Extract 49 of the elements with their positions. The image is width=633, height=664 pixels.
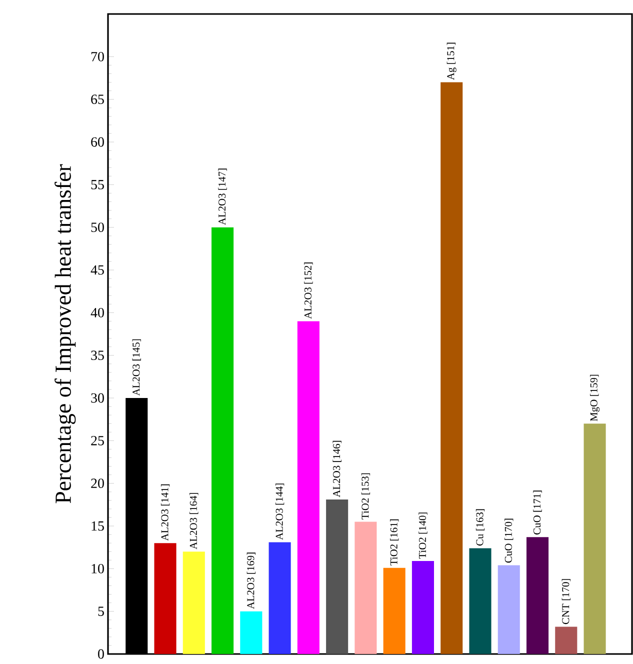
- y-axis-title: Percentage of Improved heat transfer: [54, 164, 76, 504]
- x-tick-label: MgO [159]: [590, 374, 600, 422]
- x-tick-label: AL2O3 [147]: [218, 168, 227, 226]
- x-tick-label: CuO [170]: [504, 518, 514, 563]
- y-tick-label: 40: [90, 308, 104, 318]
- y-tick-label: 15: [92, 521, 104, 531]
- x-tick-label: AL2O3 [152]: [304, 262, 313, 319]
- bar: [498, 565, 520, 654]
- bar: [412, 560, 434, 654]
- y-tick-label: 35: [91, 350, 104, 360]
- bar: [354, 522, 377, 654]
- y-tick-label: 0: [98, 649, 104, 659]
- bar: [526, 537, 549, 654]
- x-tick-label: Cu [163]: [476, 509, 485, 546]
- bar: [326, 500, 348, 654]
- bar: [584, 424, 606, 654]
- bar: [383, 568, 406, 654]
- y-tick-label: 60: [91, 137, 104, 147]
- y-tick-label: 25: [91, 436, 104, 446]
- x-tick-label: AL2O3 [144]: [275, 484, 284, 540]
- bar: [240, 611, 262, 654]
- x-tick-label: AL2O3 [141]: [160, 484, 170, 541]
- y-tick-label: 65: [91, 94, 104, 104]
- x-tick-label: AL2O3 [145]: [132, 339, 141, 396]
- y-tick-label: 55: [91, 180, 104, 190]
- x-tick-label: CNT [170]: [562, 579, 570, 624]
- y-tick-label: 20: [91, 478, 104, 488]
- y-tick-label: 5: [98, 606, 104, 616]
- x-tick-label: AL2O3 [169]: [246, 552, 256, 610]
- x-tick-label: AL2O3 [146]: [332, 440, 342, 498]
- x-tick-label: AL2O3 [164]: [190, 492, 198, 550]
- y-tick-label: 50: [91, 222, 104, 232]
- x-tick-label: CuO [171]: [533, 490, 542, 534]
- bar: [154, 543, 176, 654]
- bar: [182, 552, 205, 654]
- x-tick-label: TiO2 [140]: [418, 512, 428, 559]
- bar: [297, 321, 320, 654]
- y-tick-label: 10: [92, 564, 104, 574]
- bar: [555, 626, 578, 654]
- y-tick-label: 30: [91, 393, 104, 403]
- bar: [469, 548, 492, 654]
- y-tick-label: 45: [90, 265, 104, 275]
- x-tick-label: Ag [151]: [446, 42, 456, 80]
- y-tick-label: 70: [91, 52, 104, 62]
- x-tick-label: TiO2 [153]: [361, 473, 370, 520]
- bar: [440, 82, 463, 654]
- bar: [268, 542, 291, 654]
- x-tick-label: TiO2 [161]: [390, 519, 399, 566]
- bar: [212, 227, 234, 654]
